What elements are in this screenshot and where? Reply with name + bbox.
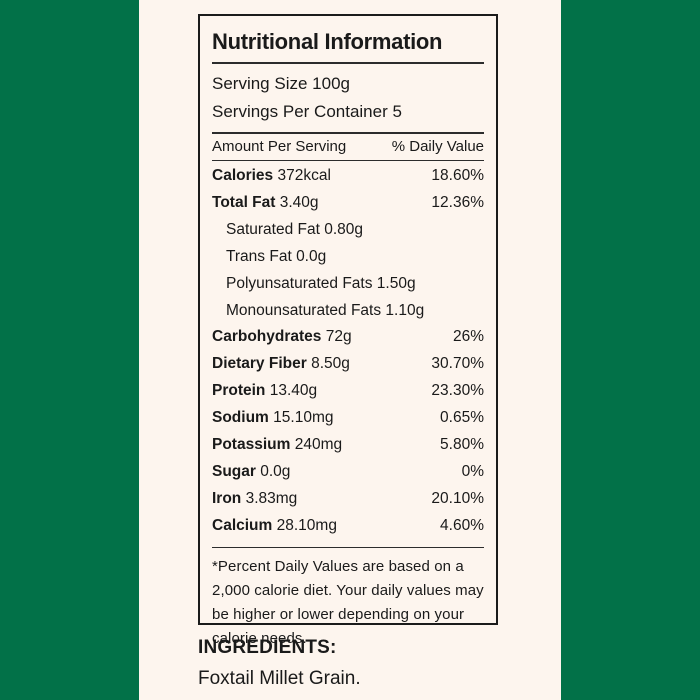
nutrient-daily-value: 0% <box>461 462 484 480</box>
nutrient-daily-value: 12.36% <box>431 193 484 211</box>
daily-value-footnote: *Percent Daily Values are based on a 2,0… <box>212 557 484 647</box>
nutrient-name: Potassium <box>212 436 291 454</box>
nutrient-amount: 72g <box>325 328 352 346</box>
nutrient-amount: 0.0g <box>260 462 291 480</box>
nutrient-daily-value: 20.10% <box>431 489 484 507</box>
nutrient-row-sugar: Sugar 0.0g 0% <box>212 459 484 486</box>
title-divider <box>212 62 484 64</box>
nutrient-daily-value: 18.60% <box>431 167 484 184</box>
nutrient-amount: 0.0g <box>296 247 327 265</box>
nutrient-daily-value: 23.30% <box>431 382 484 400</box>
nutrient-row-total-fat: Total Fat 3.40g 12.36% <box>212 190 484 217</box>
nutrient-daily-value: 0.65% <box>440 409 484 427</box>
footnote-divider <box>212 546 484 548</box>
nutrient-row-dietary-fiber: Dietary Fiber 8.50g 30.70% <box>212 351 484 378</box>
nutrient-row-carbohydrates: Carbohydrates 72g 26% <box>212 324 484 351</box>
ingredients-text: Foxtail Millet Grain. <box>198 668 361 689</box>
nutrient-daily-value: 4.60% <box>440 516 484 534</box>
column-header-daily-value: % Daily Value <box>391 138 484 155</box>
nutrient-amount: 1.50g <box>376 274 416 292</box>
nutrient-amount: 372kcal <box>277 167 331 184</box>
left-green-band <box>0 0 139 700</box>
nutrient-name: Protein <box>212 382 266 400</box>
nutrient-name: Carbohydrates <box>212 328 322 346</box>
nutrient-name: Trans Fat <box>226 247 292 265</box>
nutrient-name: Calcium <box>212 516 273 534</box>
nutrient-name: Iron <box>212 489 242 507</box>
nutrient-name: Total Fat <box>212 193 276 211</box>
nutrient-daily-value: 30.70% <box>431 355 484 373</box>
nutrient-daily-value: 26% <box>452 328 484 346</box>
nutrient-row-polyunsaturated-fats: Polyunsaturated Fats 1.50g <box>212 271 484 298</box>
nutrient-amount: 28.10mg <box>276 516 337 534</box>
ingredients-heading: INGREDIENTS: <box>198 637 337 658</box>
serving-size: Serving Size 100g <box>212 74 350 93</box>
nutrient-name: Sodium <box>212 409 269 427</box>
nutrient-name: Calories <box>212 167 274 184</box>
label-title: Nutritional Information <box>212 29 443 54</box>
nutrient-amount: 1.10g <box>385 301 425 319</box>
nutrient-name: Polyunsaturated Fats <box>226 274 373 292</box>
column-header-divider <box>212 160 484 161</box>
column-header-row: Amount Per Serving % Daily Value <box>212 134 484 160</box>
servings-per-container: Servings Per Container 5 <box>212 102 402 121</box>
nutrient-row-protein: Protein 13.40g 23.30% <box>212 378 484 405</box>
nutrient-row-sodium: Sodium 15.10mg 0.65% <box>212 405 484 432</box>
nutrient-name: Saturated Fat <box>226 220 320 238</box>
nutrient-amount: 240mg <box>294 436 343 454</box>
nutrient-daily-value: 5.80% <box>440 436 484 454</box>
nutrient-amount: 3.40g <box>279 193 319 211</box>
column-header-amount: Amount Per Serving <box>212 138 347 155</box>
nutrient-row-saturated-fat: Saturated Fat 0.80g <box>212 217 484 244</box>
nutrient-row-calcium: Calcium 28.10mg 4.60% <box>212 513 484 540</box>
nutrient-row-calories: Calories 372kcal 18.60% <box>212 163 484 190</box>
ingredients-section: INGREDIENTS: Foxtail Millet Grain. <box>198 637 558 690</box>
nutrient-amount: 8.50g <box>311 355 350 373</box>
nutrient-name: Monounsaturated Fats <box>226 301 382 319</box>
right-green-band <box>561 0 700 700</box>
nutrient-amount: 13.40g <box>269 382 318 400</box>
nutrient-amount: 3.83mg <box>245 489 298 507</box>
nutrient-row-potassium: Potassium 240mg 5.80% <box>212 432 484 459</box>
nutrition-facts-box: Nutritional Information Serving Size 100… <box>198 14 498 647</box>
nutrient-row-monounsaturated-fats: Monounsaturated Fats 1.10g <box>212 298 484 325</box>
servings-divider <box>212 132 484 134</box>
nutrient-row-iron: Iron 3.83mg 20.10% <box>212 486 484 513</box>
nutrient-name: Sugar <box>212 462 256 480</box>
nutrient-amount: 0.80g <box>324 220 364 238</box>
nutrient-amount: 15.10mg <box>273 409 334 427</box>
nutrient-name: Dietary Fiber <box>212 355 307 373</box>
nutrient-row-trans-fat: Trans Fat 0.0g <box>212 244 484 271</box>
